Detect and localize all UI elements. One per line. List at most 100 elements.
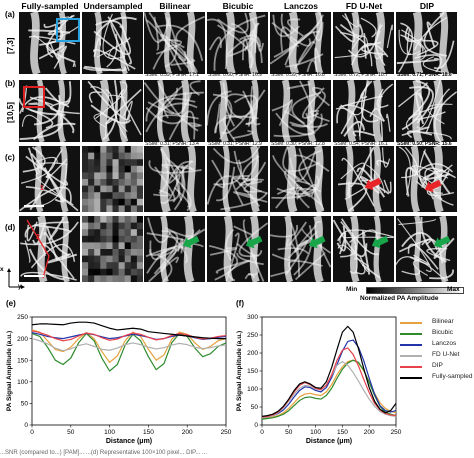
metric-label: SSIM: 0.72; PSNR: 18.7: [334, 72, 388, 78]
image-tile: [270, 146, 331, 212]
x-tick-label: 200: [182, 429, 193, 436]
series-line-fully-sampled: [261, 325, 397, 417]
image-tile: [333, 216, 394, 282]
legend-label: DIP: [432, 362, 443, 369]
red-arrow-icon: [424, 179, 442, 193]
y-tick-label: 150: [247, 368, 258, 375]
image-tile: [82, 80, 143, 142]
image-tile: [270, 216, 331, 282]
plot-f-tag: (f): [236, 299, 244, 308]
y-tick-label: 0: [254, 422, 258, 429]
y-tick-label: 50: [251, 404, 259, 411]
metric-label: SSIM: 0.59; PSNR: 16.8: [271, 72, 325, 78]
y-tick-label: 200: [17, 336, 28, 343]
y-tick-label: 100: [247, 386, 258, 393]
y-tick-label: 150: [17, 357, 28, 364]
x-tick-label: 250: [221, 429, 232, 436]
image-tile: [333, 12, 394, 74]
x-tick-label: 100: [104, 429, 115, 436]
y-axis-label: PA Signal Amplitude (a.u.): [236, 331, 243, 411]
image-tile: [207, 80, 268, 142]
image-tile: [207, 216, 268, 282]
column-header: Undersampled: [83, 1, 143, 11]
roi-box-red: [23, 86, 45, 108]
row-tag: (b): [5, 79, 16, 88]
series-line-fully-sampled: [31, 321, 226, 340]
scale-bar: [24, 205, 44, 207]
legend-swatch: [400, 366, 422, 368]
legend-label: Lanczos: [432, 340, 457, 347]
plot-e-chart: 0 50 100 150 200 250 0 50 100 150 200 250 Distance (…: [6, 314, 232, 445]
y-tick-label: 200: [247, 350, 258, 357]
y-tick-label: 250: [17, 314, 28, 321]
x-axis-label: Distance (μm): [306, 438, 352, 445]
legend-label: Fully-sampled: [432, 373, 473, 380]
image-tile: [270, 12, 331, 74]
y-tick-label: 250: [247, 332, 258, 339]
colorbar-max-label: Max: [447, 286, 460, 293]
image-tile: [270, 80, 331, 142]
metric-label: SSIM: 0.30; PSNR: 12.8: [271, 141, 325, 147]
xy-axes-glyph: [7, 268, 25, 289]
metric-label: SSIM: 0.54; PSNR: 16.1: [334, 141, 388, 147]
plot-e-frame: [31, 316, 227, 426]
series-line-lanczos: [261, 339, 397, 419]
caption-fragment: ...SNR (compared to...) [PAM]... ...(d) …: [0, 450, 208, 456]
image-tile: [144, 12, 205, 74]
metric-label: SSIM: 0.60; PSNR: 16.9: [208, 72, 262, 78]
image-tile: [82, 146, 143, 212]
image-tile: [333, 80, 394, 142]
line-label-2: 2: [36, 234, 40, 241]
column-header: Lanczos: [283, 1, 318, 11]
image-tile: [144, 216, 205, 282]
plot-f-chart: 0 50 100 150 200 250 0 50 100 150 200 250 300 Distanc…: [236, 314, 402, 445]
column-header: Fully-sampled: [21, 1, 79, 11]
colorbar-title: Normalized PA Amplitude: [360, 295, 439, 302]
red-arrow-icon: [364, 177, 382, 191]
x-tick-label: 50: [285, 429, 293, 436]
column-header: FD U-Net: [345, 1, 383, 11]
row-label: [10,5]: [6, 102, 15, 123]
y-tick-label: 50: [21, 401, 29, 408]
metric-label: SSIM: 0.31; PSNR: 13.4: [145, 141, 199, 147]
colorbar-min-label: Min: [346, 286, 358, 293]
row-tag: (c): [5, 153, 15, 162]
image-tile: [144, 80, 205, 142]
y-tick-label: 0: [24, 422, 28, 429]
green-arrow-icon: [371, 235, 389, 249]
column-header: DIP: [419, 1, 435, 11]
colorbar: [366, 287, 464, 294]
axis-y-label: y: [18, 283, 22, 290]
legend: Bilinear Bicubic Lanczos FD U-Net DIP Fully-s…: [400, 318, 474, 398]
y-tick-label: 100: [17, 379, 28, 386]
metric-label: SSIM: 0.50; PSNR: 15.6: [397, 141, 452, 147]
axis-x-label: x: [0, 266, 4, 273]
y-tick-label: 300: [247, 314, 258, 321]
image-tile: [19, 80, 80, 142]
image-tile: [19, 146, 80, 212]
image-tile: [144, 146, 205, 212]
column-header: Bicubic: [222, 1, 254, 11]
green-arrow-icon: [245, 235, 263, 249]
image-tile: [82, 12, 143, 74]
image-tile: [333, 146, 394, 212]
image-tile: [207, 12, 268, 74]
plot-e-tag: (e): [6, 299, 16, 308]
legend-swatch: [400, 322, 422, 324]
green-arrow-icon: [433, 235, 451, 249]
series-line-fd-u-net: [31, 338, 227, 352]
legend-swatch: [400, 344, 422, 346]
legend-swatch: [400, 355, 422, 357]
roi-box-blue: [56, 18, 80, 42]
green-arrow-icon: [308, 235, 326, 249]
metric-label: SSIM: 0.31; PSNR: 12.9: [208, 141, 262, 147]
green-arrow-icon: [182, 235, 200, 249]
x-tick-label: 50: [67, 429, 75, 436]
legend-label: Bicubic: [432, 329, 453, 336]
column-header: Bilinear: [159, 1, 191, 11]
series-line-bicubic: [261, 359, 397, 420]
scale-bar: [24, 275, 44, 277]
profile-line-1: [26, 219, 50, 279]
x-tick-label: 100: [310, 429, 321, 436]
y-axis-label: PA Signal Amplitude (a.u.): [6, 331, 13, 411]
